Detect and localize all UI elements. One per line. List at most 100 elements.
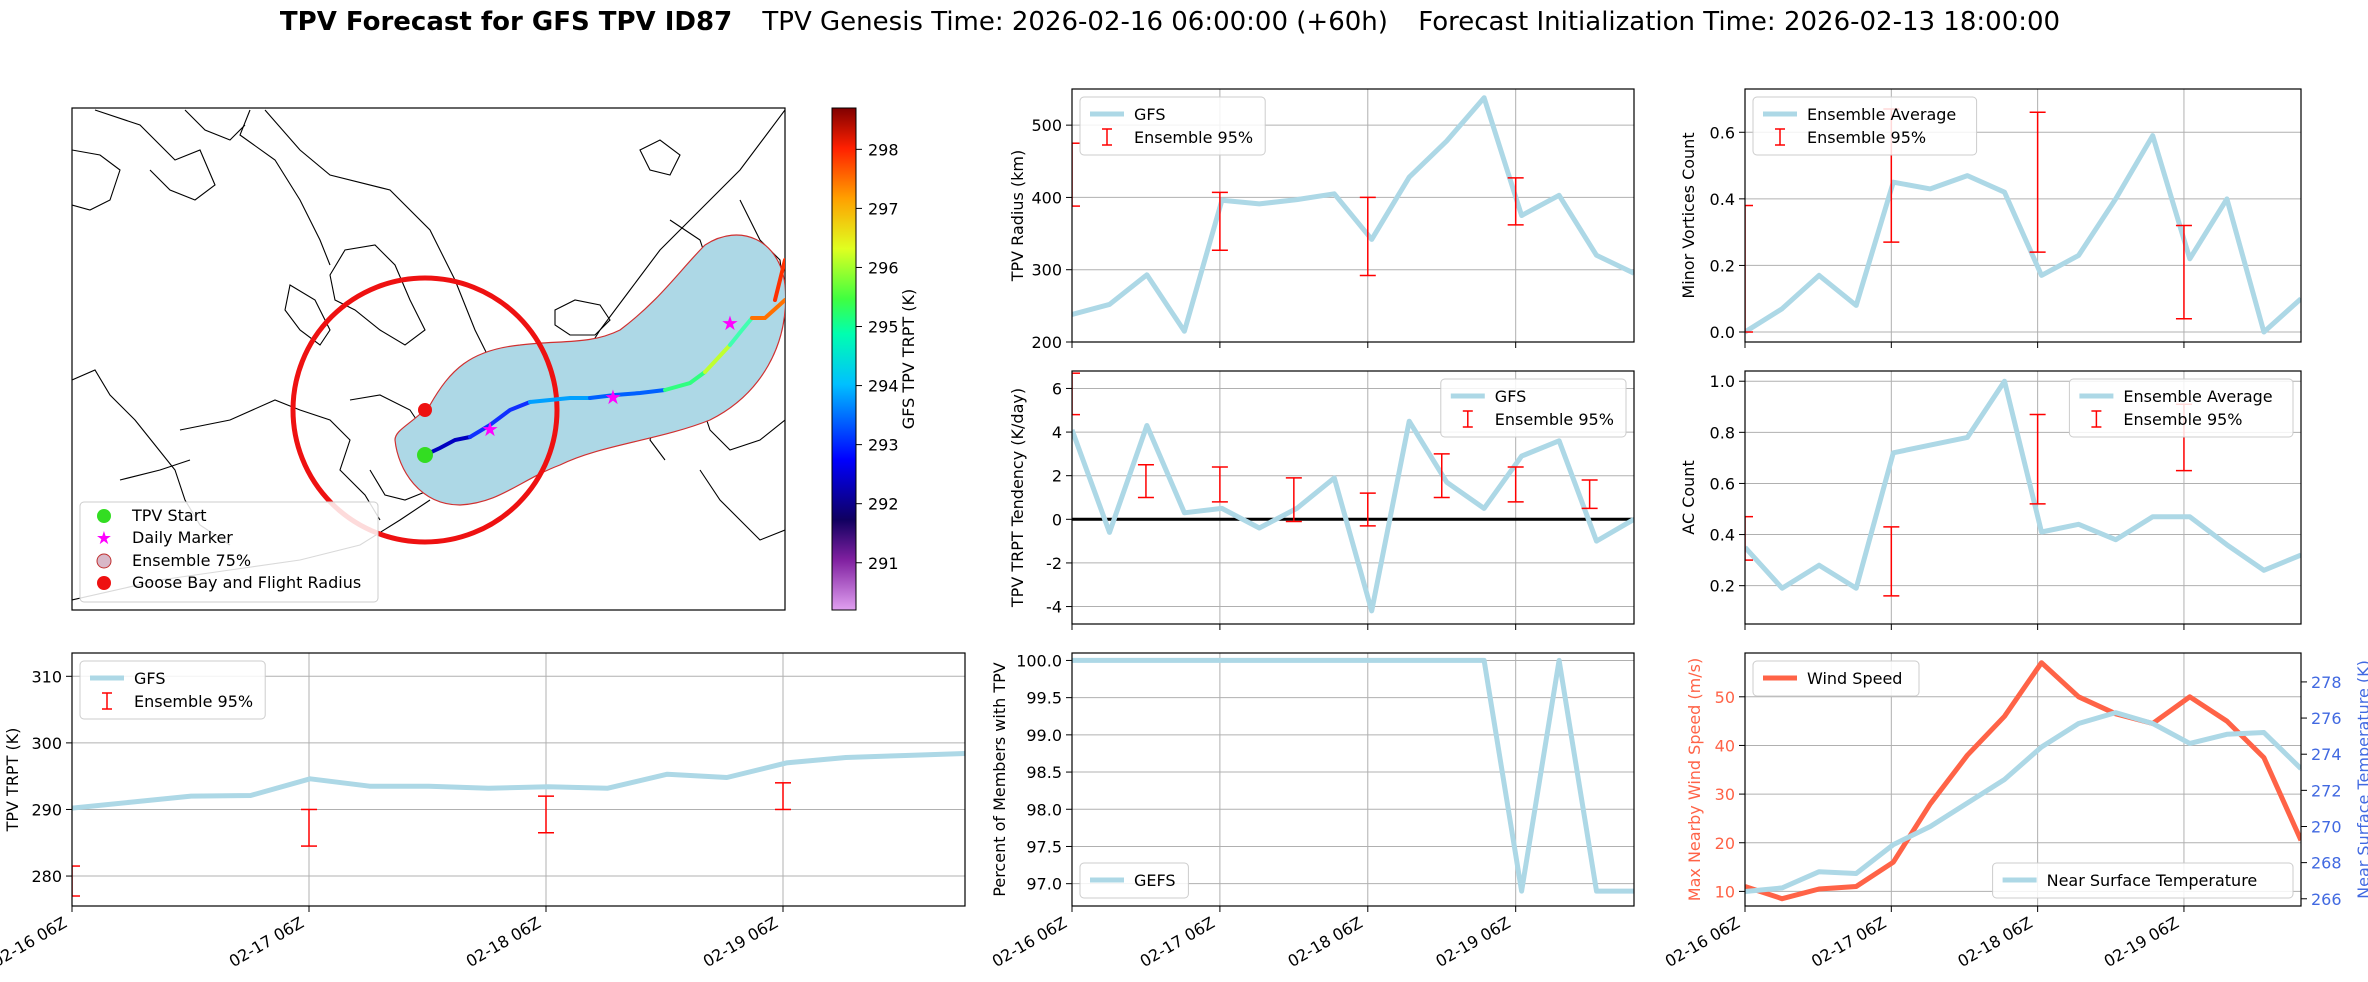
y-axis-label: Minor Vortices Count	[1679, 132, 1698, 298]
colorbar-tick-label: 294	[868, 377, 899, 396]
legend-label: Ensemble Average	[2123, 387, 2272, 406]
y-tick-label: 0.2	[1710, 577, 1735, 596]
legend-box	[1992, 862, 2294, 899]
series-line-gfs	[72, 751, 965, 811]
y-right-tick-label: 278	[2311, 673, 2342, 692]
legend-ens75: Ensemble 75%	[132, 551, 251, 570]
legend-label: Ensemble 95%	[2123, 410, 2242, 429]
y-tick-label: 20	[1715, 834, 1735, 853]
series-line-ensemble-average	[1745, 133, 2301, 335]
legend-start: TPV Start	[131, 506, 207, 525]
y-tick-label: 310	[31, 667, 62, 686]
y-tick-label: 4	[1052, 423, 1062, 442]
legend: Near Surface Temperature	[1992, 862, 2294, 899]
errorbar	[1656, 192, 1672, 240]
legend-label: Near Surface Temperature	[2047, 871, 2258, 890]
legend-daily: Daily Marker	[132, 528, 233, 547]
colorbar-tick-label: 296	[868, 258, 899, 277]
colorbar-tick-label: 298	[868, 140, 899, 159]
x-tick-label: 02-16 06Z	[0, 913, 70, 971]
errorbar	[2247, 335, 2263, 342]
x-tick-label: 02-18 06Z	[1954, 913, 2035, 971]
y-tick-label: 40	[1715, 736, 1735, 755]
series-line-near-surface-temperature	[1745, 710, 2301, 894]
y-right-tick-label: 266	[2311, 890, 2342, 909]
legend: Ensemble Average Ensemble 95%	[1752, 96, 1978, 156]
colorbar	[831, 107, 857, 611]
y-tick-label: 99.5	[1026, 689, 1062, 708]
axes-frame	[1744, 370, 2302, 625]
errorbar	[775, 782, 791, 811]
daily-marker-1: ★	[481, 417, 499, 441]
map-legend: TPV Start ★ Daily Marker Ensemble 75% Go…	[79, 501, 379, 603]
colorbar-tick-label: 295	[868, 318, 899, 337]
errorbar	[2175, 224, 2192, 320]
y-tick-label: 50	[1715, 688, 1735, 707]
chart-wind: 02-16 06Z 02-17 06Z 02-18 06Z 02-19 06Z 10 20…	[1662, 652, 2368, 971]
y-tick-label: 0.2	[1710, 256, 1735, 275]
y-axis-label: TPV Radius (km)	[1008, 150, 1027, 283]
colorbar-tick-label: 293	[868, 436, 899, 455]
errorbar	[538, 795, 554, 834]
y-tick-label: 400	[1031, 188, 1062, 207]
axes-frame	[71, 652, 966, 907]
y-tick-label: 6	[1052, 379, 1062, 398]
axes-frame	[1071, 652, 1635, 907]
legend-start-icon	[97, 509, 111, 523]
x-tick-label: 02-17 06Z	[1137, 913, 1218, 971]
chart-minor: 0.0 0.2 0.4 0.6 Minor Vortices Count Ensemble…	[1679, 88, 2338, 348]
legend: GFS Ensemble 95%	[1079, 96, 1266, 156]
y-tick-label: 0.4	[1710, 526, 1735, 545]
errorbar	[1745, 515, 1753, 561]
legend-star-icon: ★	[96, 528, 112, 549]
errorbar	[1359, 492, 1376, 527]
legend-label: Ensemble 95%	[1495, 410, 1614, 429]
axes-frame	[1071, 370, 1635, 625]
series-line-gfs	[1072, 418, 1634, 614]
legend-box	[1440, 378, 1627, 438]
y-tick-label: 2	[1052, 467, 1062, 486]
y-tick-label: 280	[31, 867, 62, 886]
x-tick-label: 02-17 06Z	[1808, 913, 1889, 971]
errorbar	[1072, 372, 1080, 416]
x-tick-label: 02-18 06Z	[463, 913, 544, 971]
errorbar	[1359, 196, 1376, 277]
map-ensemble-area	[394, 234, 785, 506]
y-right-tick-label: 270	[2311, 817, 2342, 836]
series-line-gfs	[1072, 95, 1634, 334]
y-tick-label: 99.0	[1026, 726, 1062, 745]
legend-box	[1079, 862, 1189, 899]
y-tick-label: 10	[1715, 882, 1735, 901]
errorbar	[2322, 494, 2338, 573]
title-genesis: TPV Genesis Time: 2026-02-16 06:00:00 (+…	[761, 7, 1388, 37]
x-tick-label: 02-16 06Z	[1662, 913, 1743, 971]
errorbar	[1656, 443, 1672, 500]
chart-tendency: -4 -2 0 2 4 6 TPV TRPT Tendency (K/day) GFS Ense…	[1008, 370, 1672, 630]
errorbar	[1883, 526, 1900, 597]
y-tick-label: 0.8	[1710, 423, 1735, 442]
errorbar	[301, 808, 317, 847]
map-panel: ★ ★ ★ TPV Start ★ Daily Marker Ensemble …	[71, 107, 918, 611]
errorbar	[1285, 477, 1302, 523]
errorbar	[2322, 99, 2338, 282]
errorbar	[1211, 191, 1228, 251]
goose-bay-marker	[418, 403, 432, 417]
colorbar-label: GFS TPV TRPT (K)	[899, 289, 918, 429]
legend-label: Ensemble 95%	[1134, 128, 1253, 147]
flight-radius-circle	[290, 275, 560, 545]
errorbar	[1745, 204, 1753, 333]
legend: Wind Speed	[1752, 660, 1920, 697]
y-right-axis-label: Near Surface Temperature (K)	[2354, 660, 2368, 899]
y-tick-label: -2	[1046, 554, 1062, 573]
legend-label: Ensemble 95%	[1807, 128, 1926, 147]
y-tick-label: 0.4	[1710, 190, 1735, 209]
y-tick-label: 300	[1031, 261, 1062, 280]
legend-box	[79, 660, 266, 720]
y-tick-label: 97.5	[1026, 837, 1062, 856]
legend-label: Ensemble Average	[1807, 105, 1956, 124]
axes-frame	[1071, 88, 1635, 343]
legend: GFS Ensemble 95%	[1440, 378, 1627, 438]
y-axis-label: Percent of Members with TPV	[990, 662, 1009, 896]
